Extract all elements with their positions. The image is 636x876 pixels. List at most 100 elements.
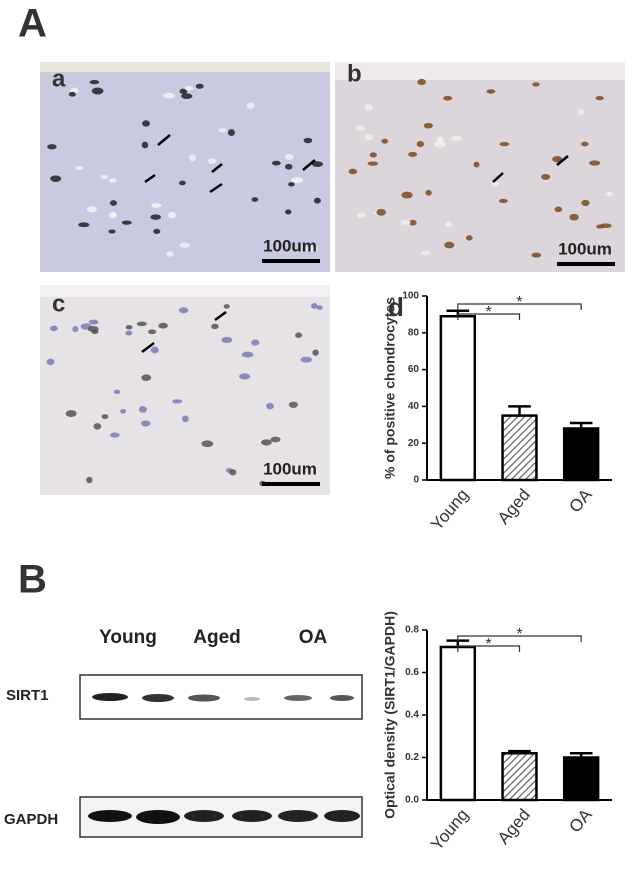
x-tick-label: OA: [565, 805, 596, 837]
cell: [498, 198, 508, 204]
cell: [72, 325, 79, 333]
cell: [552, 156, 563, 163]
x-tick-label: Aged: [494, 805, 534, 848]
cell: [312, 349, 319, 356]
cell: [172, 399, 183, 404]
bar: [439, 645, 477, 802]
cell: [311, 302, 318, 309]
cell: [125, 324, 133, 330]
cell: [109, 200, 117, 206]
cell: [88, 319, 99, 325]
significance-bracket: [457, 313, 521, 320]
cell: [87, 326, 99, 333]
x-tick-label: Aged: [494, 485, 534, 528]
cell: [605, 191, 613, 197]
cell: [181, 93, 193, 100]
cell: [313, 197, 321, 204]
cell: [78, 222, 90, 228]
cell: [364, 133, 374, 140]
significance-label: *: [516, 294, 522, 311]
cell: [401, 191, 413, 199]
cell: [181, 415, 189, 423]
cell: [189, 154, 196, 162]
cell: [569, 213, 579, 221]
x-tick-label: OA: [565, 485, 596, 517]
cell: [285, 209, 292, 215]
cell: [179, 242, 190, 248]
cell: [532, 82, 540, 87]
cell: [221, 336, 233, 344]
cell: [150, 346, 159, 354]
lane-label: Young: [99, 627, 157, 648]
cell: [246, 102, 255, 109]
micrograph-label: b: [347, 60, 362, 87]
cell: [179, 88, 188, 95]
cell: [207, 158, 217, 164]
cell: [423, 122, 433, 129]
cell: [113, 389, 121, 395]
cell: [218, 128, 227, 133]
cell: [91, 87, 104, 95]
y-tick-label: 20: [408, 438, 420, 449]
scale-label: 100um: [263, 459, 317, 478]
surface: [40, 285, 330, 297]
cell: [466, 235, 473, 241]
cell: [581, 199, 590, 207]
cell: [499, 141, 510, 147]
cell: [364, 104, 373, 111]
cell: [261, 439, 272, 446]
cell: [491, 181, 499, 187]
cell: [89, 80, 100, 85]
cell: [417, 78, 426, 86]
cell: [291, 177, 303, 184]
cell: [600, 223, 612, 229]
significance-bracket: [457, 303, 582, 310]
cell: [311, 161, 324, 168]
y-axis-label: Optical density (SIRT1/GAPDH): [382, 611, 398, 819]
cell: [473, 161, 480, 168]
cell: [167, 211, 176, 219]
cell: [303, 137, 313, 144]
cell: [348, 168, 358, 175]
cell: [151, 203, 162, 208]
bar: [501, 414, 538, 482]
y-tick-label: 0.2: [405, 752, 419, 763]
cell: [108, 229, 116, 234]
cell: [108, 211, 117, 219]
cell: [541, 173, 551, 180]
cell: [223, 304, 230, 309]
scale-label: 100um: [263, 236, 317, 255]
cell: [381, 138, 389, 144]
cell: [409, 219, 417, 226]
significance-label: *: [516, 626, 522, 643]
cell: [46, 358, 55, 366]
cell: [108, 178, 117, 183]
cell: [178, 307, 189, 314]
cell: [251, 339, 260, 346]
cell: [425, 189, 432, 196]
cell: [434, 141, 446, 148]
surface: [40, 62, 330, 72]
cell: [141, 420, 151, 427]
cell: [141, 141, 149, 149]
x-tick-label: Young: [427, 485, 472, 534]
cell: [75, 166, 84, 171]
cell: [450, 135, 462, 141]
cell: [142, 120, 150, 127]
cell: [211, 323, 219, 330]
y-tick-label: 0.8: [405, 625, 419, 636]
cell: [239, 373, 251, 380]
cell: [531, 252, 542, 258]
cell: [101, 414, 109, 420]
cell: [121, 220, 132, 225]
cell: [355, 125, 365, 132]
cell: [184, 86, 194, 91]
cell: [270, 436, 281, 443]
cell: [153, 228, 161, 234]
significance-label: *: [486, 636, 492, 653]
cell: [420, 250, 431, 256]
cell: [305, 245, 318, 252]
y-tick-label: 0: [413, 475, 419, 486]
cell: [125, 330, 133, 336]
